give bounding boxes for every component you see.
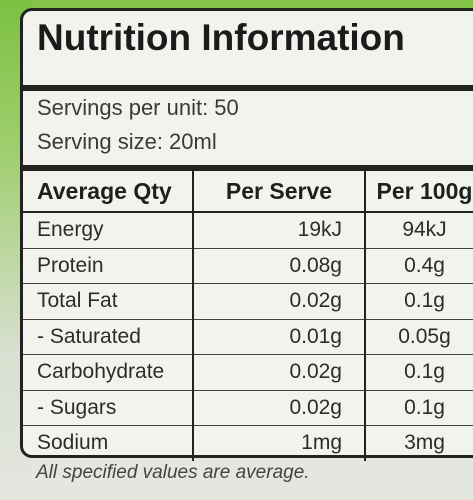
per-100g-value: 0.4g (364, 248, 473, 284)
column-header-per-serve: Per Serve (192, 171, 365, 212)
column-header-average-qty: Average Qty (37, 177, 172, 204)
per-100g-value: 0.05g (364, 319, 473, 355)
panel-title: Nutrition Information (37, 17, 405, 58)
per-100g-value: 3mg (364, 425, 473, 461)
nutrient-name: Energy (37, 218, 104, 242)
servings-per-unit: Servings per unit: 50 (37, 95, 239, 120)
nutrient-name: - Saturated (37, 324, 141, 348)
per-serve-value: 0.02g (192, 390, 365, 426)
nutrient-name: Carbohydrate (37, 360, 165, 384)
table-row: Sodium 1mg 3mg (23, 425, 473, 461)
per-serve-value: 0.02g (192, 354, 365, 390)
table-row: Carbohydrate 0.02g 0.1g (23, 354, 473, 390)
per-serve-value: 0.02g (192, 283, 365, 319)
footnote: All specified values are average. (36, 462, 310, 483)
table-row: Total Fat 0.02g 0.1g (23, 283, 473, 319)
nutrient-name: Protein (37, 253, 104, 277)
per-100g-value: 0.1g (364, 283, 473, 319)
nutrition-panel: Nutrition Information Servings per unit:… (20, 8, 473, 461)
nutrient-name: Total Fat (37, 289, 118, 313)
nutrient-name: - Sugars (37, 395, 117, 419)
per-serve-value: 1mg (192, 425, 365, 461)
nutrition-table: Average Qty Per Serve Per 100g Energy 19… (23, 171, 473, 461)
title-divider (23, 85, 473, 91)
per-serve-value: 0.08g (192, 248, 365, 284)
per-serve-value: 0.01g (192, 319, 365, 355)
column-header-per-100g: Per 100g (364, 171, 473, 212)
per-serve-value: 19kJ (192, 212, 365, 248)
table-header-row: Average Qty Per Serve Per 100g (23, 171, 473, 212)
serving-size: Serving size: 20ml (37, 129, 217, 154)
table-row: - Saturated 0.01g 0.05g (23, 319, 473, 355)
per-100g-value: 0.1g (364, 390, 473, 426)
serving-divider (23, 165, 473, 171)
table-row: Protein 0.08g 0.4g (23, 248, 473, 284)
per-100g-value: 0.1g (364, 354, 473, 390)
per-100g-value: 94kJ (364, 212, 473, 248)
table-row: - Sugars 0.02g 0.1g (23, 390, 473, 426)
table-row: Energy 19kJ 94kJ (23, 212, 473, 248)
nutrient-name: Sodium (37, 431, 109, 455)
